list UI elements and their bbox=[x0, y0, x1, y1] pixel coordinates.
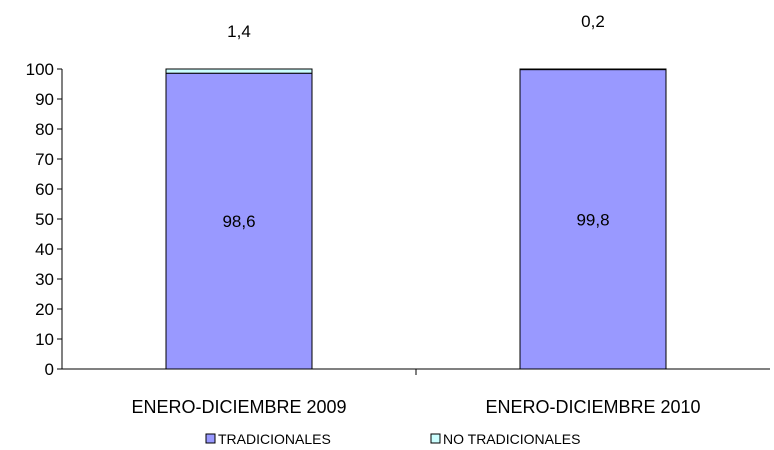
y-tick-label: 60 bbox=[35, 180, 54, 199]
bar-segment bbox=[519, 69, 667, 370]
x-tick-label: ENERO-DICIEMBRE 2009 bbox=[131, 397, 346, 417]
legend-label: TRADICIONALES bbox=[218, 431, 331, 447]
legend: TRADICIONALES NO TRADICIONALES bbox=[205, 431, 580, 447]
y-tick-label: 20 bbox=[35, 300, 54, 319]
x-tick-label: ENERO-DICIEMBRE 2010 bbox=[485, 397, 700, 417]
data-label: 99,8 bbox=[576, 210, 609, 229]
y-tick-label: 40 bbox=[35, 240, 54, 259]
y-tick-label: 80 bbox=[35, 120, 54, 139]
bar-segment bbox=[519, 68, 667, 71]
y-tick-label: 100 bbox=[26, 60, 54, 79]
legend-swatch bbox=[430, 433, 441, 444]
y-tick-label: 30 bbox=[35, 270, 54, 289]
plot-area: 0 10 20 30 40 50 60 70 80 90 100 98,6 1,4 ENERO-DICIE… bbox=[26, 12, 770, 417]
bar-segment bbox=[165, 72, 313, 370]
y-tick-label: 10 bbox=[35, 330, 54, 349]
y-tick-label: 90 bbox=[35, 90, 54, 109]
y-tick-label: 0 bbox=[45, 360, 54, 379]
legend-label: NO TRADICIONALES bbox=[443, 431, 580, 447]
data-label: 1,4 bbox=[227, 22, 251, 41]
data-label: 98,6 bbox=[222, 212, 255, 231]
legend-swatch bbox=[205, 433, 216, 444]
y-tick-label: 50 bbox=[35, 210, 54, 229]
data-label: 0,2 bbox=[581, 12, 605, 31]
y-tick-label: 70 bbox=[35, 150, 54, 169]
bar-segment bbox=[165, 68, 313, 74]
